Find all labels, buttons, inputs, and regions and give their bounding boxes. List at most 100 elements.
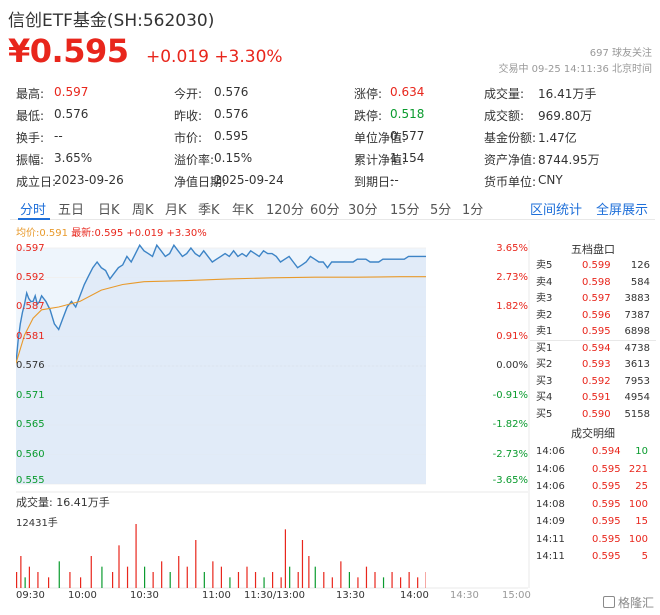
- trade-price: 0.595: [592, 533, 621, 545]
- followers-count[interactable]: 697 球友关注: [589, 48, 652, 59]
- volume-bar: [16, 572, 18, 588]
- stat-item: 昨收: 0.576: [174, 107, 248, 124]
- volume-bar: [254, 572, 257, 588]
- stat-item: 累计净值: 1.154: [354, 151, 424, 168]
- tab-4[interactable]: 周K: [132, 203, 154, 218]
- tab-11[interactable]: 15分: [390, 203, 420, 218]
- order-row: 买5 0.590 5158: [530, 407, 656, 424]
- stat-value: 0.577: [390, 129, 425, 143]
- volume-bar: [212, 561, 214, 588]
- y-tick-label: 0.571: [16, 389, 45, 401]
- chart-legend: 均价:0.591 最新:0.595 +0.019 +3.30%: [16, 224, 207, 239]
- stat-value: 0.576: [54, 107, 89, 121]
- stat-label: 成交额:: [484, 109, 525, 123]
- x-tick-label: 14:30: [450, 590, 479, 601]
- order-label: 买3: [536, 375, 553, 387]
- tab-13[interactable]: 1分: [462, 203, 484, 218]
- stat-item: 货币单位: CNY: [484, 173, 563, 190]
- price-chart-svg[interactable]: [15, 240, 447, 492]
- stat-label: 溢价率:: [174, 153, 215, 167]
- volume-bar: [90, 556, 92, 588]
- stat-value: 0.634: [390, 85, 425, 99]
- x-tick-label: 09:30: [16, 590, 45, 601]
- range-stats-link[interactable]: 区间统计: [530, 203, 583, 218]
- order-row: 卖1 0.595 6898: [530, 324, 656, 341]
- volume-bar: [152, 572, 154, 588]
- pct-tick-label: -1.82%: [492, 419, 528, 430]
- volume-bar: [112, 572, 114, 588]
- volume-bar: [280, 577, 282, 588]
- order-price: 0.590: [582, 408, 611, 420]
- volume-bar: [391, 572, 393, 588]
- trade-volume: 221: [628, 463, 648, 475]
- volume-bar: [301, 540, 304, 588]
- trade-time: 14:06: [536, 446, 565, 457]
- trade-time: 14:06: [536, 481, 565, 492]
- tab-8[interactable]: 120分: [266, 203, 304, 218]
- volume-bar: [135, 524, 137, 588]
- order-price: 0.596: [582, 309, 611, 321]
- volume-bar: [297, 572, 299, 588]
- stat-label: 今开:: [174, 87, 203, 101]
- trade-volume: 25: [635, 481, 648, 492]
- stat-item: 单位净值: 0.577: [354, 129, 424, 146]
- volume-bar: [340, 561, 342, 588]
- stat-item: 市价: 0.595: [174, 129, 248, 146]
- stat-item: 最低: 0.576: [16, 107, 88, 124]
- volume-bar: [284, 529, 286, 588]
- volume-bar: [272, 572, 274, 588]
- volume-label: 成交量: 16.41万手: [16, 496, 110, 509]
- tab-3[interactable]: 日K: [98, 203, 120, 218]
- stat-label: 货币单位:: [484, 175, 537, 189]
- trade-row: 14:06 0.595 221: [530, 461, 656, 479]
- volume-bar: [263, 577, 265, 588]
- order-row: 卖3 0.597 3883: [530, 291, 656, 308]
- pct-tick-label: 2.73%: [496, 271, 528, 283]
- stat-value: --: [54, 129, 63, 143]
- page-title: 信创ETF基金(SH:562030): [8, 11, 215, 31]
- stat-item: 资产净值: 8744.95万: [484, 151, 600, 168]
- tab-2[interactable]: 五日: [58, 203, 85, 218]
- tab-5[interactable]: 月K: [165, 203, 187, 218]
- order-row: 买3 0.592 7953: [530, 374, 656, 391]
- watermark: 格隆汇: [602, 594, 654, 611]
- order-price: 0.593: [582, 359, 611, 370]
- stat-value: 969.80万: [538, 109, 592, 123]
- volume-bar: [246, 566, 248, 588]
- order-book-title: 五档盘口: [571, 243, 615, 256]
- volume-bar: [203, 572, 205, 588]
- tab-1[interactable]: 分时: [20, 203, 47, 218]
- volume-bar: [48, 577, 50, 588]
- stat-value: 0.595: [214, 129, 249, 143]
- stat-label: 涨停:: [354, 87, 383, 101]
- stat-label: 到期日:: [354, 175, 395, 189]
- fullscreen-link[interactable]: 全屏展示: [596, 203, 649, 218]
- stat-value: 16.41万手: [538, 87, 597, 101]
- stat-label: 单位净值:: [354, 131, 407, 145]
- tab-9[interactable]: 60分: [310, 203, 340, 218]
- logo-icon: [602, 596, 615, 608]
- order-label: 买5: [536, 408, 553, 420]
- trade-volume: 100: [628, 498, 648, 510]
- tab-6[interactable]: 季K: [198, 203, 220, 218]
- stat-item: 今开: 0.576: [174, 85, 248, 102]
- volume-bar: [357, 577, 359, 588]
- stat-value: 0.576: [214, 107, 249, 121]
- tab-7[interactable]: 年K: [232, 203, 254, 218]
- intraday-chart[interactable]: [15, 240, 447, 492]
- volume-bar: [186, 566, 188, 588]
- trade-volume: 15: [635, 516, 648, 527]
- volume-bar: [323, 572, 325, 588]
- stat-item: 跌停: 0.518: [354, 107, 424, 124]
- stat-value: 2025-09-24: [214, 173, 284, 187]
- x-tick-label: 15:00: [502, 590, 531, 601]
- stat-label: 成立日:: [16, 175, 57, 189]
- tab-12[interactable]: 5分: [430, 203, 452, 218]
- tab-10[interactable]: 30分: [348, 203, 378, 218]
- order-price: 0.594: [582, 342, 611, 354]
- volume-bar: [161, 561, 163, 588]
- volume-bar: [118, 545, 120, 588]
- trade-row: 14:08 0.595 100: [530, 496, 656, 514]
- volume-bar: [229, 577, 231, 588]
- volume-bar: [237, 572, 240, 588]
